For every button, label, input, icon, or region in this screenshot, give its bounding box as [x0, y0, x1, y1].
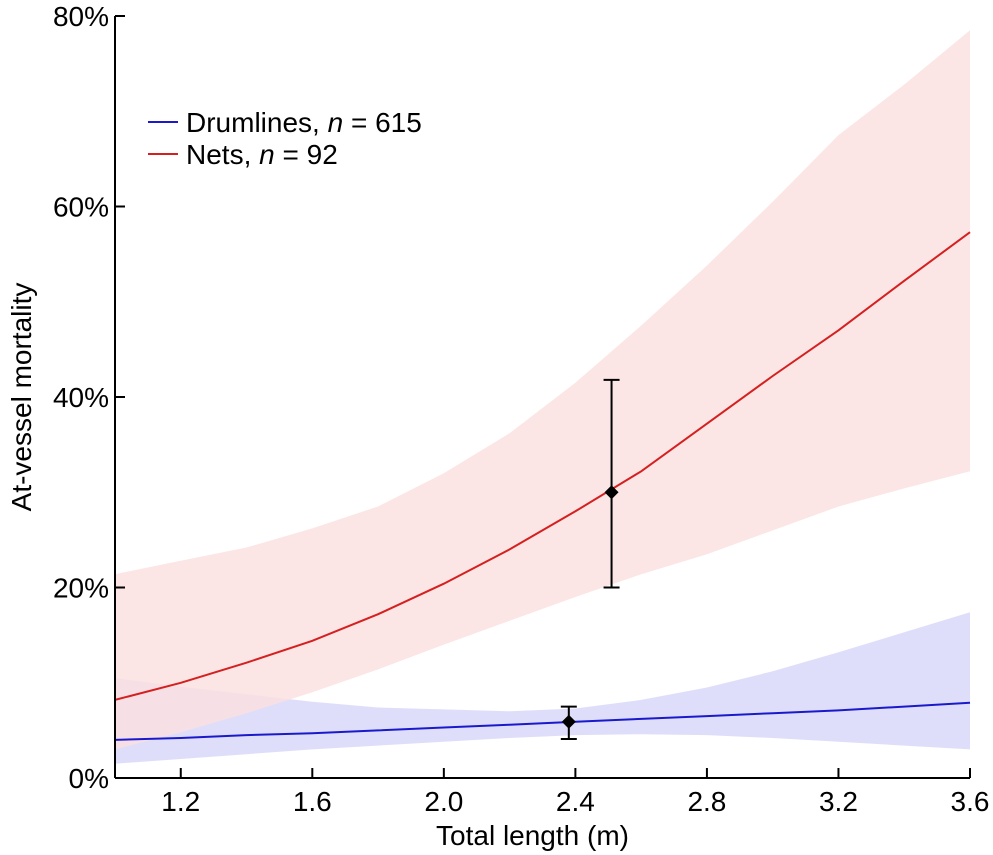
x-tick-label: 1.2 — [161, 786, 200, 817]
x-tick-label: 3.6 — [951, 786, 990, 817]
drumlines-observed-point — [561, 714, 576, 729]
drumlines-line — [114, 701, 971, 741]
x-axis-title: Total length (m) — [436, 820, 629, 851]
y-tick-label: 60% — [53, 192, 109, 223]
nets-legend-label: Nets, n = 92 — [186, 139, 338, 170]
observed-points — [560, 378, 620, 740]
x-tick-label: 2.8 — [687, 786, 726, 817]
series-lines — [114, 231, 971, 741]
y-tick-label: 0% — [69, 763, 109, 794]
x-axis-ticks: 1.2 1.6 2.0 2.4 2.8 3.2 3.6 — [161, 768, 989, 817]
drumlines-legend-label: Drumlines, n = 615 — [186, 107, 422, 138]
x-tick-label: 2.0 — [424, 786, 463, 817]
x-tick-label: 1.6 — [293, 786, 332, 817]
y-tick-label: 80% — [53, 1, 109, 32]
y-axis-ticks: 0% 20% 40% 60% 80% — [53, 1, 125, 794]
x-tick-label: 2.4 — [556, 786, 595, 817]
y-axis-title: At-vessel mortality — [6, 283, 37, 512]
confidence-bands — [115, 30, 970, 764]
nets-confidence-band — [115, 30, 970, 750]
x-tick-label: 3.2 — [819, 786, 858, 817]
y-tick-label: 40% — [53, 382, 109, 413]
drumlines-confidence-band — [115, 612, 970, 764]
y-tick-label: 20% — [53, 573, 109, 604]
nets-line — [114, 231, 971, 701]
nets-observed-point — [604, 485, 619, 500]
